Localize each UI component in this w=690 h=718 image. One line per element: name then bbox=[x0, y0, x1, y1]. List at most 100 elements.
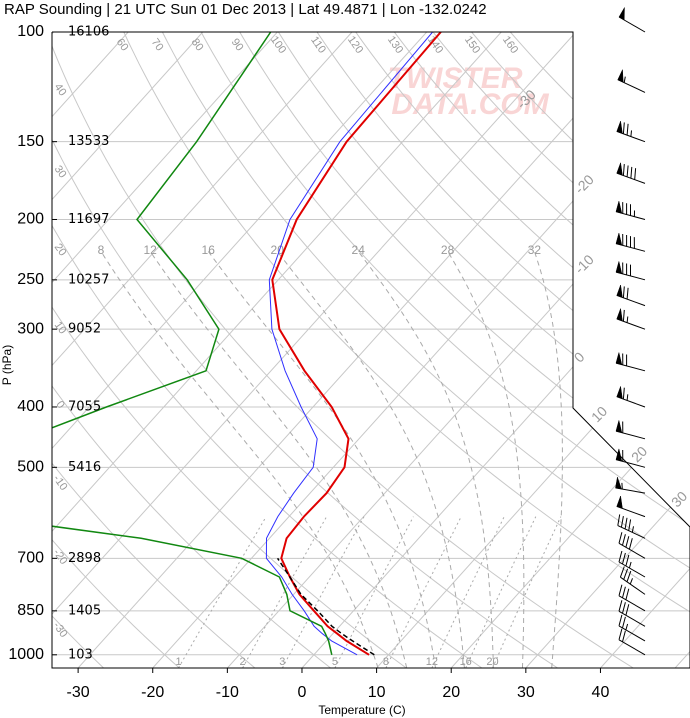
barb-staff bbox=[618, 600, 646, 627]
x-tick-label: 40 bbox=[592, 684, 610, 701]
isotherm-label: -10 bbox=[571, 251, 597, 277]
plot-data bbox=[52, 32, 442, 656]
moist-adiabat-label: 16 bbox=[202, 243, 216, 257]
dry-adiabat bbox=[123, 32, 690, 668]
height-label: 2898 bbox=[68, 551, 101, 566]
grid-line bbox=[77, 32, 651, 668]
mixing-ratio-label: 2 bbox=[240, 656, 246, 668]
dry-adiabat-label: 80 bbox=[189, 36, 206, 53]
y-tick-label: 500 bbox=[17, 459, 44, 476]
y-axis-title: P (hPa) bbox=[0, 345, 14, 385]
dry-adiabat-label: 0 bbox=[53, 399, 66, 411]
y-tick-label: 200 bbox=[17, 211, 44, 228]
dry-adiabat bbox=[52, 32, 331, 668]
moist-adiabat bbox=[100, 251, 379, 668]
profile-line bbox=[276, 557, 375, 656]
isotherm bbox=[52, 32, 502, 668]
dry-adiabat-label: 110 bbox=[308, 34, 328, 55]
grid-line bbox=[301, 32, 690, 668]
x-tick-label: -30 bbox=[67, 684, 90, 701]
dry-adiabat-label: 90 bbox=[229, 36, 246, 53]
barb-staff bbox=[619, 566, 646, 595]
height-label: 103 bbox=[68, 647, 93, 662]
wind-barb bbox=[616, 284, 646, 307]
moist-adiabat-label: 28 bbox=[441, 243, 455, 257]
x-tick-label: 0 bbox=[298, 684, 307, 701]
x-tick-label: 30 bbox=[517, 684, 535, 701]
wind-barb bbox=[615, 261, 646, 281]
barb-staff bbox=[618, 628, 646, 656]
x-tick-label: -10 bbox=[216, 684, 239, 701]
x-tick-label: 20 bbox=[442, 684, 460, 701]
dry-adiabat bbox=[432, 32, 690, 668]
wind-barb bbox=[616, 386, 646, 408]
wind-barb bbox=[615, 352, 646, 372]
wind-barb bbox=[618, 550, 646, 578]
mixing-ratio-line bbox=[334, 516, 414, 668]
wind-barb bbox=[616, 121, 646, 143]
moist-adiabat-label: 8 bbox=[98, 243, 105, 257]
mixing-ratio-line bbox=[242, 516, 328, 668]
dry-adiabat-label: -30 bbox=[51, 620, 70, 640]
y-tick-label: 400 bbox=[17, 398, 44, 415]
mixing-ratio-line bbox=[385, 516, 462, 668]
height-label: 7055 bbox=[68, 399, 101, 414]
dry-adiabat-label: 70 bbox=[149, 36, 166, 53]
wind-barb bbox=[615, 448, 646, 468]
profile-line bbox=[52, 32, 333, 655]
barb-pennant bbox=[616, 386, 623, 400]
dry-adiabat bbox=[471, 32, 690, 668]
mixing-ratio-label: 8 bbox=[383, 656, 389, 668]
isotherm-label: 20 bbox=[628, 443, 650, 465]
barb-pennant bbox=[616, 121, 623, 134]
height-label: 9052 bbox=[68, 322, 101, 337]
mixing-ratio-line bbox=[431, 516, 505, 668]
wind-barb bbox=[618, 628, 646, 656]
isotherm-label: 30 bbox=[668, 488, 690, 510]
dry-adiabat-label: -20 bbox=[51, 547, 70, 567]
barb-pennant bbox=[618, 7, 625, 21]
barb-pennant bbox=[615, 232, 623, 246]
dry-adiabat bbox=[52, 32, 558, 668]
barb-pennant bbox=[615, 420, 623, 433]
barb-staff bbox=[618, 584, 646, 612]
mixing-ratio-line bbox=[281, 516, 365, 668]
barb-pennant bbox=[617, 69, 624, 83]
wind-barb bbox=[615, 201, 646, 220]
wind-barb bbox=[617, 69, 646, 93]
dry-adiabat bbox=[52, 32, 483, 668]
height-label: 1405 bbox=[68, 603, 101, 618]
watermark: DATA.COM bbox=[391, 88, 549, 121]
barb-staff bbox=[618, 614, 646, 642]
mixing-ratio-line bbox=[178, 516, 267, 668]
dry-adiabat-label: 10 bbox=[52, 319, 69, 336]
wind-barb bbox=[615, 477, 646, 494]
moist-adiabat-label: 12 bbox=[144, 243, 158, 257]
y-tick-label: 300 bbox=[17, 320, 44, 337]
height-label: 16106 bbox=[68, 25, 109, 40]
isotherm bbox=[52, 32, 129, 668]
mixing-ratio-line bbox=[465, 516, 537, 668]
barb-staff bbox=[616, 122, 646, 143]
dry-adiabat bbox=[52, 32, 180, 668]
moist-adiabat-label: 32 bbox=[528, 243, 542, 257]
moist-adiabat bbox=[276, 250, 465, 668]
mixing-ratio-label: 5 bbox=[332, 656, 338, 668]
height-label: 13533 bbox=[68, 134, 109, 149]
dry-adiabat bbox=[277, 32, 690, 668]
dry-adiabat-label: 30 bbox=[52, 163, 69, 180]
grid-line bbox=[600, 32, 690, 668]
profile-line bbox=[271, 32, 442, 656]
wind-barb bbox=[618, 614, 646, 642]
moist-adiabat bbox=[533, 251, 563, 668]
height-label: 5416 bbox=[68, 460, 101, 475]
isotherm-label: 10 bbox=[588, 403, 610, 425]
moist-adiabat bbox=[357, 251, 494, 668]
grid-line bbox=[450, 32, 690, 668]
dry-adiabat-label: 160 bbox=[500, 34, 520, 56]
dry-adiabat bbox=[316, 32, 690, 668]
barb-pennant bbox=[616, 308, 623, 322]
mixing-ratio-line bbox=[492, 516, 562, 668]
y-tick-label: 700 bbox=[17, 550, 44, 567]
